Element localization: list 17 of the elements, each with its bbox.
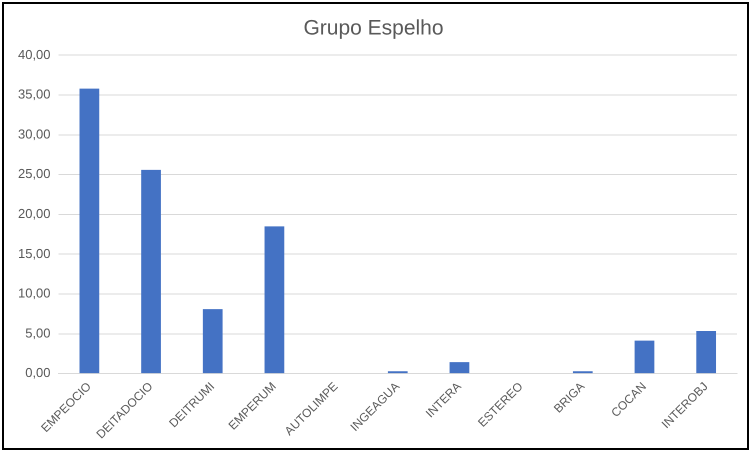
chart-title: Grupo Espelho: [303, 16, 444, 40]
bar: [450, 362, 470, 374]
y-tick-label: 40,00: [18, 46, 51, 62]
y-tick-label: 35,00: [18, 86, 51, 102]
bar: [141, 170, 161, 374]
y-tick-label: 10,00: [18, 286, 51, 301]
y-tick-label: 20,00: [18, 206, 51, 221]
y-tick-label: 0,00: [25, 365, 51, 380]
bar: [634, 340, 654, 374]
bar: [696, 331, 716, 374]
y-tick-label: 25,00: [18, 166, 51, 182]
y-tick-label: 5,00: [25, 325, 51, 340]
y-tick-label: 15,00: [18, 246, 51, 261]
y-tick-label: 30,00: [18, 126, 51, 142]
bar: [264, 226, 284, 374]
bar: [80, 88, 100, 374]
bar: [202, 309, 223, 374]
